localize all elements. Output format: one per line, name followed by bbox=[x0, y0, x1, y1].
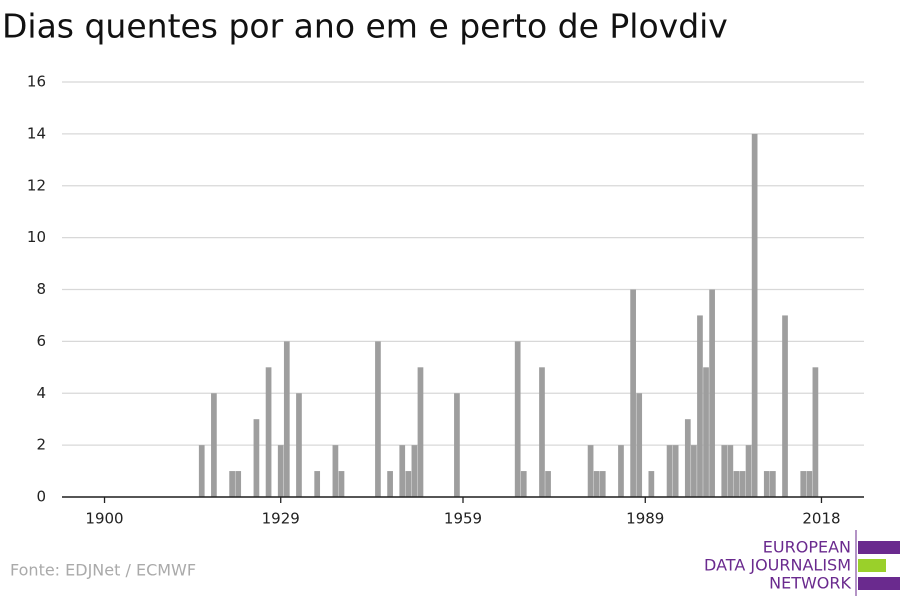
logo-bar bbox=[858, 541, 900, 554]
bar bbox=[599, 471, 606, 497]
bar bbox=[405, 471, 412, 497]
bar bbox=[727, 445, 734, 497]
x-tick-label: 1959 bbox=[444, 510, 482, 528]
bar bbox=[593, 471, 600, 497]
bar bbox=[253, 419, 260, 497]
bar bbox=[198, 445, 205, 497]
bar bbox=[277, 445, 284, 497]
logo-bar bbox=[858, 559, 886, 572]
bar bbox=[545, 471, 551, 497]
y-tick-label: 10 bbox=[27, 228, 46, 246]
bar bbox=[709, 289, 715, 497]
x-tick-label: 1929 bbox=[262, 510, 300, 528]
bar bbox=[806, 471, 813, 497]
y-tick-label: 16 bbox=[27, 73, 46, 91]
logo-bar bbox=[858, 577, 900, 590]
bar bbox=[314, 471, 321, 497]
bar bbox=[587, 445, 594, 497]
bar bbox=[454, 393, 460, 497]
bar bbox=[387, 471, 393, 497]
bar bbox=[618, 445, 624, 497]
logo: EUROPEAN DATA JOURNALISM NETWORK bbox=[704, 530, 900, 596]
bar bbox=[770, 471, 776, 497]
y-tick-label: 6 bbox=[36, 332, 46, 350]
bar bbox=[520, 471, 527, 497]
bar bbox=[636, 393, 643, 497]
bar bbox=[751, 133, 758, 497]
bar bbox=[672, 445, 679, 497]
logo-text: EUROPEAN bbox=[763, 538, 851, 557]
bar bbox=[782, 315, 788, 497]
bar bbox=[745, 445, 752, 497]
bar bbox=[684, 419, 691, 497]
bar bbox=[800, 471, 807, 497]
logo-text: NETWORK bbox=[769, 574, 851, 593]
logo-text: DATA JOURNALISM bbox=[704, 556, 851, 575]
bar bbox=[697, 315, 703, 497]
bar bbox=[733, 471, 740, 497]
bar bbox=[739, 471, 746, 497]
bar bbox=[666, 445, 673, 497]
bar bbox=[283, 341, 290, 497]
x-tick-label: 2018 bbox=[802, 510, 840, 528]
bar bbox=[763, 471, 770, 497]
bar bbox=[703, 367, 709, 497]
bar bbox=[211, 393, 217, 497]
y-tick-label: 0 bbox=[36, 488, 46, 506]
bar bbox=[812, 367, 819, 497]
bar bbox=[417, 367, 424, 497]
y-tick-label: 2 bbox=[36, 436, 46, 454]
bar bbox=[229, 471, 235, 497]
y-tick-label: 8 bbox=[36, 280, 46, 298]
y-tick-label: 12 bbox=[27, 176, 46, 194]
bar bbox=[399, 445, 406, 497]
bar bbox=[539, 367, 545, 497]
bar bbox=[296, 393, 302, 497]
bar bbox=[630, 289, 636, 497]
x-tick-label: 1989 bbox=[626, 510, 664, 528]
bar bbox=[265, 367, 272, 497]
bar bbox=[235, 471, 242, 497]
bar bbox=[691, 445, 697, 497]
bar bbox=[514, 341, 521, 497]
y-tick-label: 4 bbox=[36, 384, 46, 402]
y-tick-label: 14 bbox=[27, 124, 46, 142]
chart-title: Dias quentes por ano em e perto de Plovd… bbox=[2, 7, 728, 46]
x-tick-label: 1900 bbox=[85, 510, 123, 528]
bar bbox=[338, 471, 345, 497]
bar bbox=[375, 341, 381, 497]
bar bbox=[332, 445, 339, 497]
source: Fonte: EDJNet / ECMWF bbox=[10, 561, 196, 580]
bar bbox=[411, 445, 418, 497]
bar bbox=[648, 471, 655, 497]
bar bbox=[721, 445, 728, 497]
